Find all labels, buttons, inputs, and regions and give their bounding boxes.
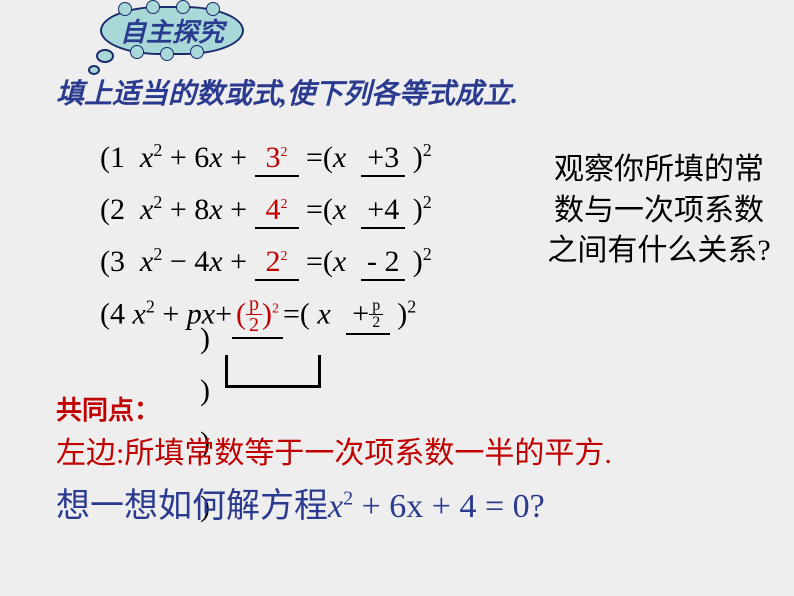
eq2-coef: 8 bbox=[194, 193, 209, 226]
eq1-eq: =( bbox=[306, 141, 333, 174]
eq2-index: (2 bbox=[100, 193, 125, 226]
eq4-rx: x bbox=[317, 297, 330, 330]
eq1-coef: 6 bbox=[194, 141, 209, 174]
eq4-rden: 2 bbox=[369, 315, 383, 331]
equation-2: (2 x2 + 8x + 42 =(x +4 )2 bbox=[100, 192, 530, 244]
eq3-blank: 2 bbox=[266, 245, 281, 278]
think-x: x bbox=[328, 488, 343, 525]
eq3-blank-exp: 2 bbox=[281, 249, 288, 264]
eq1-index: (1 bbox=[100, 141, 125, 174]
think-prefix: 想一想如何解方程 bbox=[56, 488, 328, 525]
eq3-rparen: ) bbox=[413, 245, 423, 278]
eq4-bexp: 2 bbox=[272, 301, 279, 316]
eq2-blank-exp: 2 bbox=[281, 197, 288, 212]
eq2-eq: =( bbox=[306, 193, 333, 226]
think-prompt: 想一想如何解方程x2 + 6x + 4 = 0? bbox=[56, 478, 545, 527]
eq1-x: x bbox=[140, 141, 153, 174]
eq4-rnum: p bbox=[369, 298, 383, 315]
eq1-rx: x bbox=[333, 141, 346, 174]
eq4-index: (4 bbox=[100, 297, 125, 330]
eq2-close: ) bbox=[200, 374, 210, 408]
instruction-text: 填上适当的数或式,使下列各等式成立. bbox=[56, 72, 518, 112]
equations-block: (1 x2 + 6x + 32 =(x +3 )2 ) (2 x2 + 8x +… bbox=[100, 140, 530, 356]
eq1-op: + bbox=[170, 141, 187, 174]
eq2-x: x bbox=[140, 193, 153, 226]
eq3-index: (3 bbox=[100, 245, 125, 278]
common-point-label: 共同点： bbox=[56, 390, 160, 427]
equation-3: (3 x2 − 4x + 22 =(x - 2 )2 bbox=[100, 244, 530, 296]
eq1-exp: 2 bbox=[153, 140, 162, 160]
eq4-rplus: + bbox=[352, 297, 369, 330]
eq2-rval: +4 bbox=[361, 193, 405, 229]
eq2-plus: + bbox=[230, 193, 247, 226]
eq2-rx: x bbox=[333, 193, 346, 226]
eq3-coef: 4 bbox=[194, 245, 209, 278]
eq1-rexp: 2 bbox=[423, 140, 432, 160]
eq1-rparen: ) bbox=[413, 141, 423, 174]
eq4-rparen: ) bbox=[397, 297, 407, 330]
eq3-rval: - 2 bbox=[361, 245, 405, 281]
eq4-coef: p bbox=[187, 297, 202, 330]
eq4-frac: p2 bbox=[246, 294, 262, 335]
equation-1: (1 x2 + 6x + 32 =(x +3 )2 bbox=[100, 140, 530, 192]
side-observation: 观察你所填的常数与一次项系数之间有什么关系? bbox=[544, 150, 774, 272]
think-exp: 2 bbox=[343, 488, 353, 510]
eq3-rexp: 2 bbox=[423, 244, 432, 264]
eq4-bclose: ) bbox=[262, 297, 272, 330]
eq2-var: x bbox=[209, 193, 222, 226]
eq2-rparen: ) bbox=[413, 193, 423, 226]
eq3-eq: =( bbox=[306, 245, 333, 278]
eq1-blank: 3 bbox=[266, 141, 281, 174]
eq3-op: − bbox=[170, 245, 187, 278]
eq1-rval: 3 bbox=[384, 141, 399, 174]
eq4-plus: + bbox=[215, 297, 232, 330]
eq3-rx: x bbox=[333, 245, 346, 278]
think-q: ? bbox=[530, 488, 545, 525]
eq1-rplus: + bbox=[367, 141, 384, 174]
eq4-rfrac: p2 bbox=[369, 298, 383, 331]
eq4-frac-den: 2 bbox=[246, 315, 262, 335]
eq3-var: x bbox=[209, 245, 222, 278]
conclusion-text: 左边:所填常数等于一次项系数一半的平方. bbox=[56, 428, 612, 472]
eq4-x: x bbox=[133, 297, 146, 330]
eq4-bopen: ( bbox=[236, 297, 246, 330]
eq2-exp: 2 bbox=[153, 192, 162, 212]
eq4-eq: =( bbox=[283, 297, 310, 330]
eq4-rexp: 2 bbox=[407, 296, 416, 316]
eq1-var: x bbox=[209, 141, 222, 174]
think-rest: + 6x + 4 = 0 bbox=[353, 488, 530, 525]
bracket-connector bbox=[225, 355, 321, 388]
title-bubble: 自主探究 bbox=[100, 6, 244, 55]
eq3-plus: + bbox=[230, 245, 247, 278]
eq4-exp: 2 bbox=[146, 296, 155, 316]
eq3-x: x bbox=[140, 245, 153, 278]
equation-4: (4 x2 + px+(p2)2=( x +p2 )2 bbox=[100, 296, 530, 356]
eq1-blank-exp: 2 bbox=[281, 145, 288, 160]
eq4-op: + bbox=[162, 297, 179, 330]
eq2-blank: 4 bbox=[266, 193, 281, 226]
eq4-var: x bbox=[202, 297, 215, 330]
eq2-op: + bbox=[170, 193, 187, 226]
eq3-exp: 2 bbox=[153, 244, 162, 264]
eq2-rexp: 2 bbox=[423, 192, 432, 212]
eq4-frac-num: p bbox=[246, 294, 262, 315]
eq1-plus: + bbox=[230, 141, 247, 174]
